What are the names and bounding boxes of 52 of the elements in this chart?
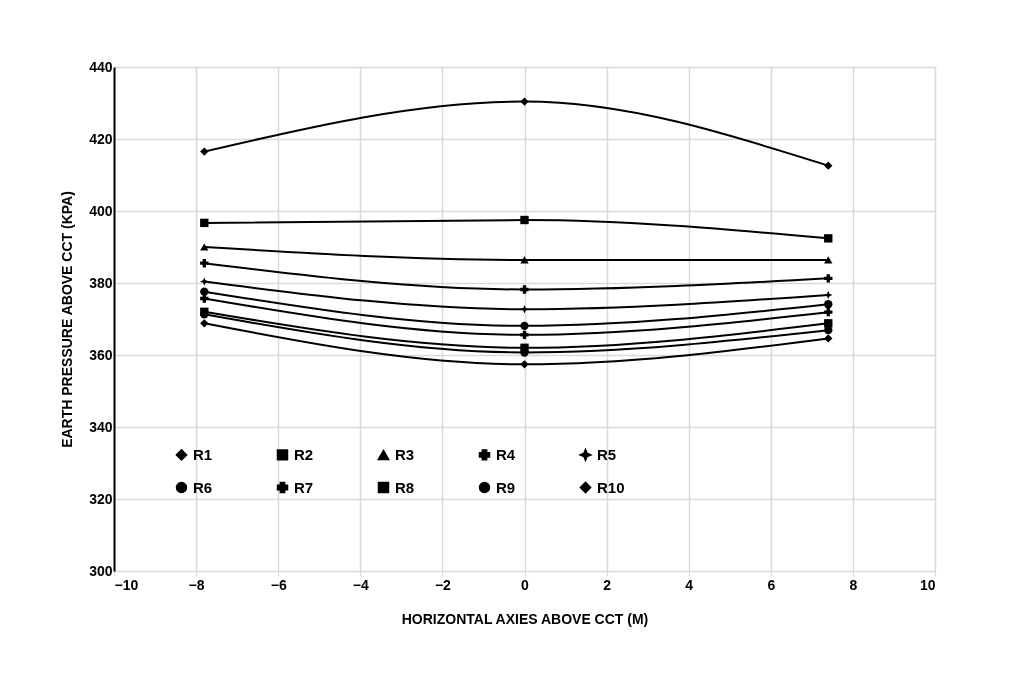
x-axis-title: HORIZONTAL AXIES ABOVE CCT (M) <box>401 610 649 627</box>
legend-label: R2 <box>294 445 314 463</box>
legend-label: R9 <box>496 478 516 496</box>
point <box>824 256 833 264</box>
point <box>520 305 529 314</box>
point <box>824 334 833 343</box>
x-tick-label: 10 <box>919 576 936 593</box>
y-tick-label: 340 <box>89 418 113 435</box>
y-tick-label: 360 <box>89 346 113 363</box>
point <box>520 360 529 369</box>
y-tick-label: 380 <box>89 274 113 291</box>
x-tick-label: 6 <box>767 576 776 593</box>
legend-label: R5 <box>597 445 617 463</box>
legend-label: R7 <box>294 478 314 496</box>
x-tick-label: −2 <box>434 576 452 593</box>
x-tick-label: 4 <box>685 576 694 593</box>
legend-label: R6 <box>193 478 213 496</box>
legend-label: R1 <box>193 445 213 463</box>
y-tick-label: 440 <box>89 58 113 75</box>
point <box>520 285 529 294</box>
point <box>824 234 833 243</box>
point <box>824 274 833 283</box>
point <box>520 215 529 225</box>
point <box>520 256 529 264</box>
x-tick-label: 2 <box>603 576 612 593</box>
legend-label: R4 <box>496 445 516 463</box>
x-tick-label: 8 <box>849 576 858 593</box>
point <box>200 294 209 303</box>
point <box>520 321 529 331</box>
y-tick-label: 300 <box>89 562 113 579</box>
point <box>520 330 529 340</box>
x-tick-label: −6 <box>270 576 287 593</box>
y-tick-label: 320 <box>89 490 113 507</box>
y-tick-label: 420 <box>89 130 113 147</box>
legend-label: R10 <box>597 478 625 496</box>
legend-label: R8 <box>395 478 415 496</box>
legend-label: R3 <box>395 446 415 464</box>
x-tick-label: −8 <box>188 576 205 593</box>
x-tick-label: −10 <box>114 576 139 593</box>
point <box>200 319 209 328</box>
point <box>520 97 529 106</box>
y-axis-title: EARTH PRESSURE ABOVE CCT (KPA) <box>59 191 76 448</box>
x-tick-label: 0 <box>521 576 530 593</box>
y-tick-label: 400 <box>89 202 113 219</box>
point <box>200 218 209 228</box>
point <box>200 147 209 156</box>
x-tick-label: −4 <box>352 576 369 593</box>
point <box>824 161 833 170</box>
point <box>200 243 209 251</box>
point <box>824 290 833 300</box>
point <box>824 307 833 317</box>
point <box>824 300 833 309</box>
